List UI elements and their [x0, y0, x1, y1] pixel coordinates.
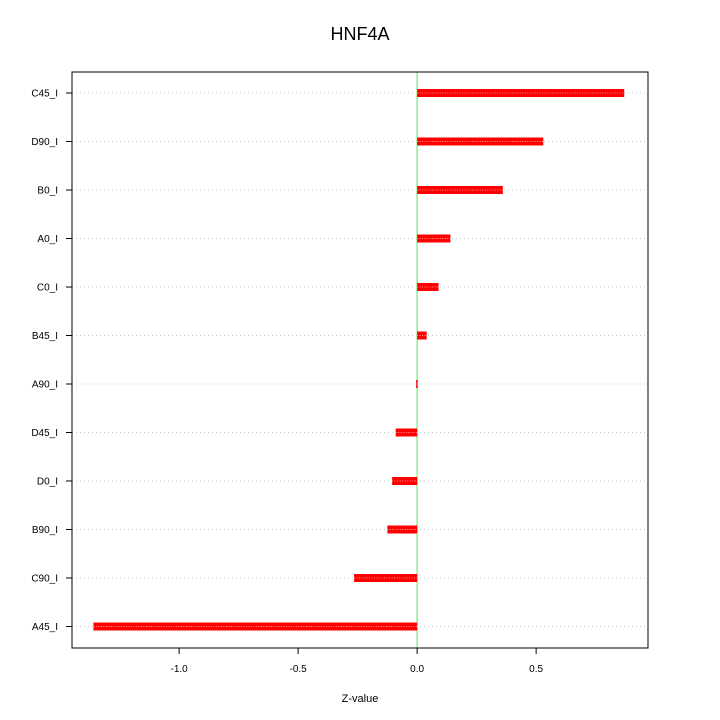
bar [417, 186, 503, 194]
y-tick-label: B90_I [32, 525, 58, 536]
bar [392, 477, 418, 485]
bar [417, 234, 451, 243]
y-tick-label: B45_I [32, 331, 58, 342]
x-tick-label: -0.5 [289, 664, 307, 675]
bar [417, 283, 439, 291]
bar [395, 428, 418, 437]
y-tick-label: D45_I [31, 428, 58, 439]
grid-layer [72, 92, 648, 627]
y-tick-label: C0_I [37, 283, 58, 294]
bar [417, 137, 544, 146]
bar [417, 89, 625, 97]
x-tick-label: 0.0 [410, 664, 424, 675]
y-tick-label: A0_I [37, 234, 58, 245]
plot-frame [71, 71, 649, 649]
x-axis-label: Z-value [342, 693, 379, 705]
y-tick-label: D90_I [31, 137, 58, 148]
bar-layer [93, 89, 625, 631]
bar [93, 622, 418, 631]
y-tick-label: D0_I [37, 477, 58, 488]
y-tick-label: C45_I [31, 89, 58, 100]
x-tick-label: 0.5 [529, 664, 543, 675]
x-tick-label: -1.0 [170, 664, 188, 675]
bar [417, 331, 427, 340]
y-axis: C45_I D90_I B0_I A0_I C0_I B45_I A90_I D45_I D0_… [31, 89, 72, 633]
y-tick-label: B0_I [37, 186, 58, 197]
y-tick-label: A45_I [32, 622, 58, 633]
y-tick-label: C90_I [31, 574, 58, 585]
y-tick-label: A90_I [32, 380, 58, 391]
chart-title: HNF4A [330, 24, 389, 44]
bar [387, 525, 418, 534]
bar [354, 574, 418, 582]
bar [416, 380, 418, 388]
x-axis: -1.0 -0.5 0.0 0.5 [170, 648, 544, 675]
